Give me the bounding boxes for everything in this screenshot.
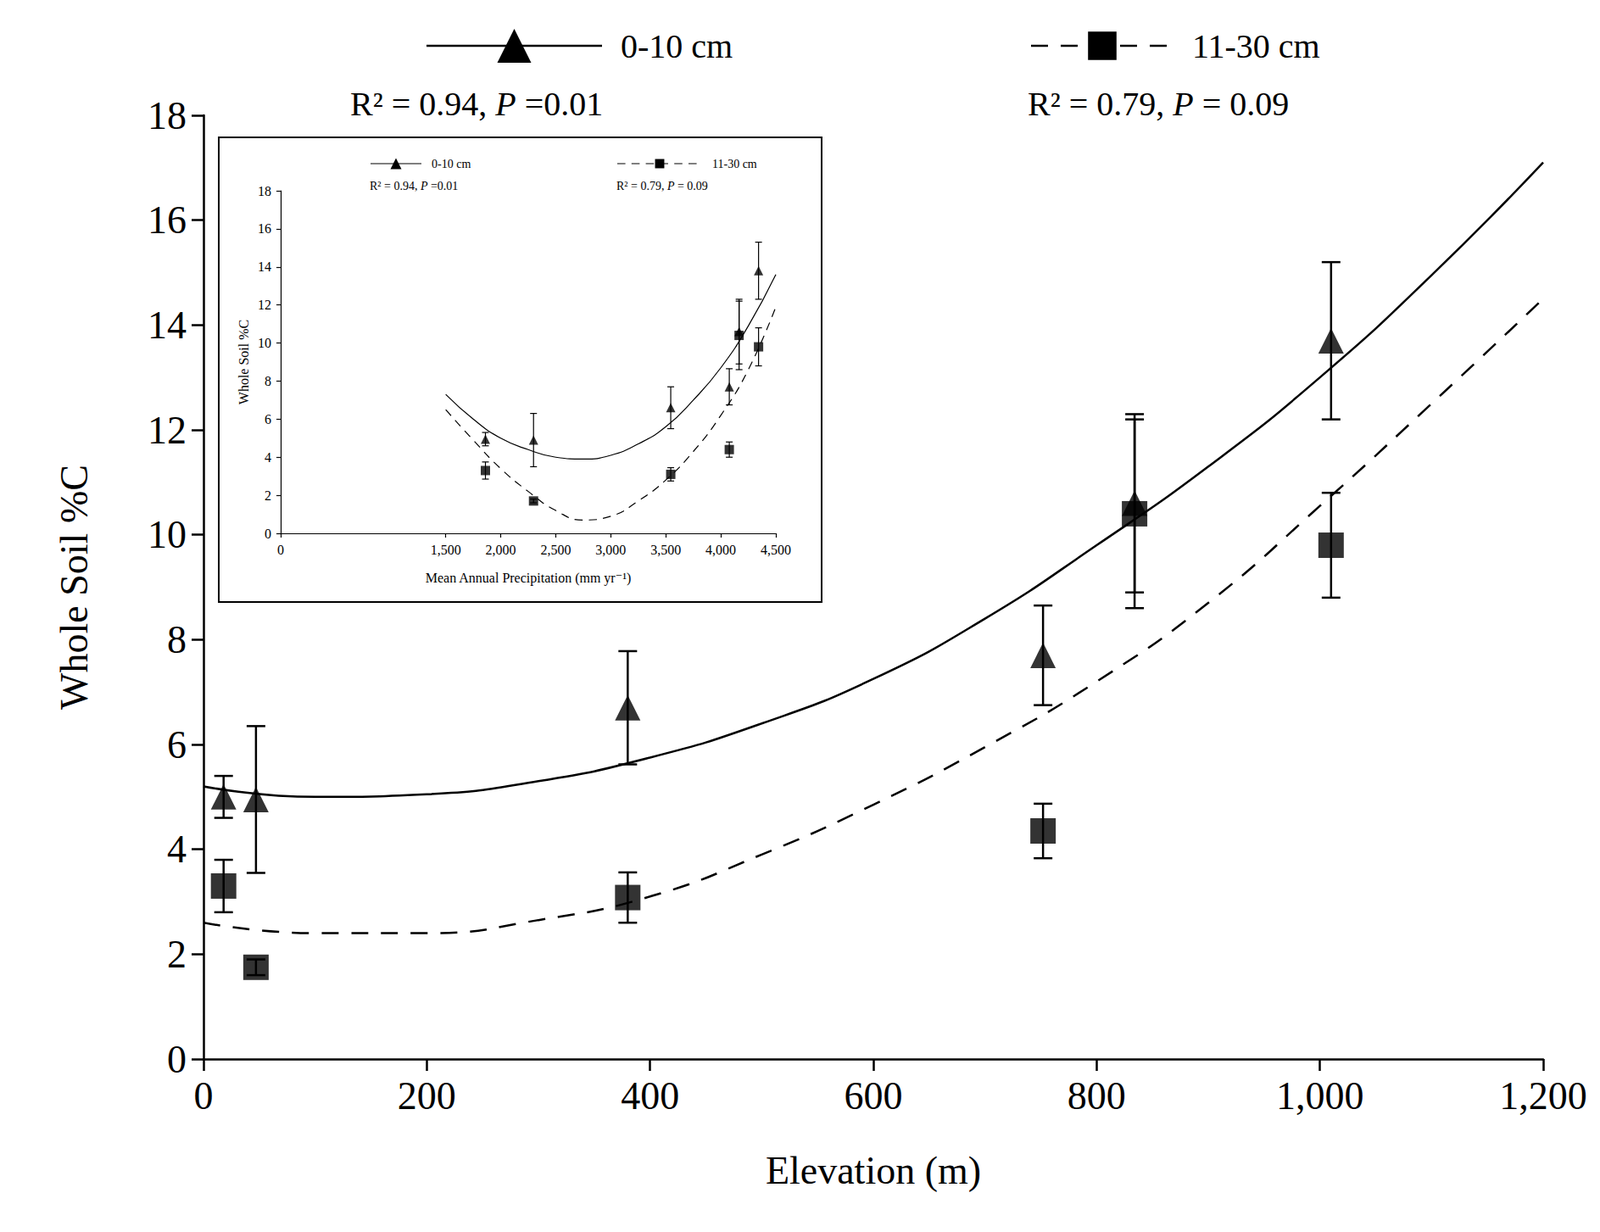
svg-text:11-30 cm: 11-30 cm <box>1192 27 1321 66</box>
svg-text:11-30 cm: 11-30 cm <box>712 157 758 171</box>
svg-text:3,000: 3,000 <box>595 542 626 558</box>
svg-text:6: 6 <box>264 412 272 427</box>
svg-text:6: 6 <box>167 723 187 767</box>
svg-text:R² = 0.79,: R² = 0.79, <box>1027 84 1173 123</box>
svg-text:R² = 0.79,: R² = 0.79, <box>616 179 668 193</box>
svg-text:P: P <box>666 179 675 193</box>
svg-text:Whole Soil %C: Whole Soil %C <box>52 464 96 710</box>
svg-text:2,500: 2,500 <box>540 542 571 558</box>
svg-text:0: 0 <box>194 1074 214 1118</box>
svg-text:Mean Annual Precipitation (mm: Mean Annual Precipitation (mm yr⁻¹) <box>425 570 632 586</box>
svg-text:16: 16 <box>257 221 272 236</box>
svg-text:400: 400 <box>620 1074 680 1118</box>
svg-text:18: 18 <box>257 183 272 199</box>
svg-text:R² = 0.94,: R² = 0.94, <box>350 84 496 123</box>
svg-text:1,000: 1,000 <box>1276 1074 1365 1118</box>
svg-text:0-10 cm: 0-10 cm <box>620 27 733 66</box>
svg-text:10: 10 <box>147 512 187 557</box>
svg-text:16: 16 <box>147 198 187 242</box>
svg-text:4,500: 4,500 <box>760 542 792 558</box>
svg-text:1,500: 1,500 <box>430 542 462 558</box>
svg-text:2: 2 <box>264 488 272 503</box>
svg-text:8: 8 <box>264 373 272 389</box>
svg-text:4: 4 <box>264 450 272 465</box>
svg-text:P: P <box>494 84 516 123</box>
svg-text:0: 0 <box>167 1037 187 1082</box>
svg-text:P: P <box>1171 84 1194 123</box>
svg-text:600: 600 <box>844 1074 904 1118</box>
svg-text:12: 12 <box>147 408 187 452</box>
svg-text:Elevation (m): Elevation (m) <box>765 1148 982 1193</box>
svg-text:3,500: 3,500 <box>650 542 681 558</box>
svg-text:14: 14 <box>147 303 187 347</box>
svg-text:Whole Soil %C: Whole Soil %C <box>236 319 251 405</box>
svg-text:1,200: 1,200 <box>1499 1074 1588 1118</box>
svg-text:12: 12 <box>257 297 272 313</box>
svg-text:14: 14 <box>257 259 272 274</box>
svg-text:= 0.09: = 0.09 <box>1193 84 1290 123</box>
svg-text:=0.01: =0.01 <box>427 179 458 193</box>
svg-text:4: 4 <box>167 827 187 871</box>
svg-text:18: 18 <box>147 94 187 138</box>
svg-text:4,000: 4,000 <box>705 542 736 558</box>
svg-text:800: 800 <box>1067 1074 1127 1118</box>
svg-text:0: 0 <box>264 526 272 541</box>
svg-text:R² = 0.94,: R² = 0.94, <box>369 179 421 193</box>
svg-text:P: P <box>419 179 429 193</box>
svg-text:2,000: 2,000 <box>485 542 517 558</box>
svg-text:0: 0 <box>277 542 285 558</box>
svg-text:= 0.09: = 0.09 <box>674 179 708 193</box>
svg-text:10: 10 <box>257 335 272 351</box>
svg-text:8: 8 <box>167 618 187 662</box>
svg-text:200: 200 <box>397 1074 457 1118</box>
svg-text:=0.01: =0.01 <box>516 84 604 123</box>
svg-text:0-10 cm: 0-10 cm <box>431 157 471 171</box>
svg-text:2: 2 <box>167 932 187 976</box>
